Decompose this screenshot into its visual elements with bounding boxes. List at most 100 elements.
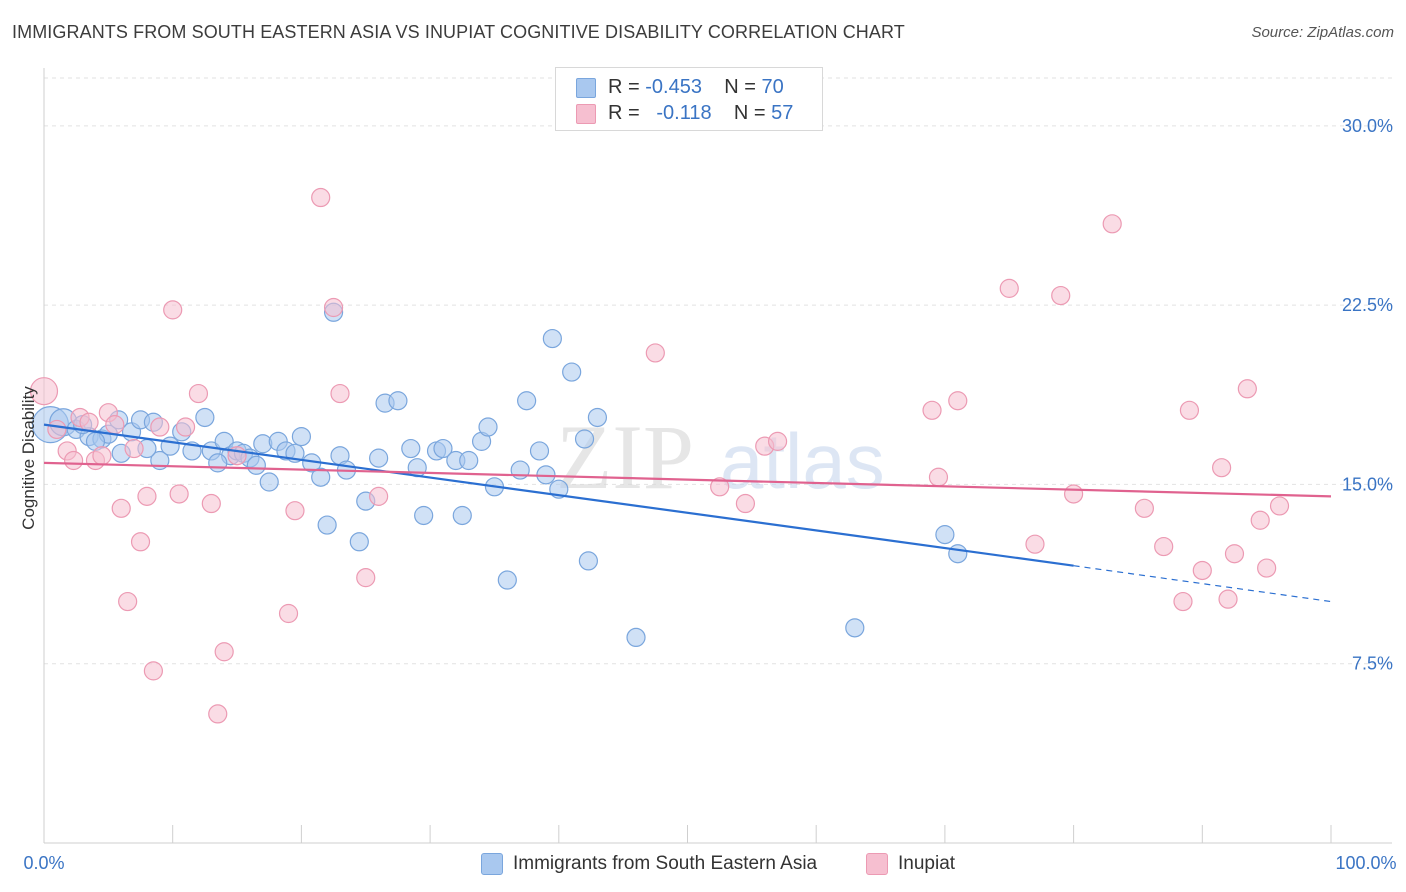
source-label: Source: ZipAtlas.com (1251, 24, 1394, 41)
immigrants-point (574, 429, 595, 449)
inupiat-point (735, 493, 756, 514)
inupiat-trend-line (43, 461, 1332, 498)
immigrants-point (497, 570, 517, 590)
inupiat-point (47, 419, 67, 440)
inupiat-point (124, 438, 144, 459)
immigrants-point (626, 627, 646, 648)
n-value: 70 (761, 76, 784, 98)
inupiat-point (278, 603, 299, 624)
inupiat-point (767, 431, 788, 451)
inupiat-point (1218, 589, 1238, 609)
pink-swatch (576, 104, 596, 124)
points-layer (29, 187, 1290, 724)
immigrants-point (948, 544, 968, 564)
r-label: R = (608, 102, 646, 124)
inupiat-point (1224, 544, 1245, 564)
immigrants-point (935, 525, 955, 545)
inupiat-point (118, 591, 138, 612)
immigrants-swatch (481, 853, 503, 875)
blue-swatch (576, 78, 596, 98)
immigrants-point (246, 455, 266, 475)
inupiat-point (1179, 400, 1200, 420)
r-value: -0.118 (656, 102, 712, 124)
inupiat-point (1212, 458, 1232, 478)
inupiat-point (323, 297, 344, 318)
r-value: -0.453 (645, 76, 702, 98)
inupiat-point (1257, 558, 1277, 578)
immigrants-point (369, 448, 389, 468)
axis-layer (43, 68, 1392, 844)
x-tick-label-max: 100.0% (1335, 853, 1396, 873)
immigrants-point (845, 618, 865, 638)
inupiat-point (1102, 214, 1122, 234)
inupiat-point (1173, 591, 1193, 612)
inupiat-point (1154, 536, 1174, 557)
immigrants-point (452, 505, 472, 526)
y-tick-label: 22.5% (1342, 295, 1393, 315)
inupiat-point (369, 486, 389, 506)
immigrants-point (401, 438, 421, 459)
immigrants-point (259, 472, 279, 492)
immigrants-point (478, 417, 498, 437)
inupiat-point (356, 568, 376, 588)
immigrants-point (459, 450, 479, 471)
inupiat-point (111, 498, 131, 518)
immigrants-point (317, 515, 337, 535)
inupiat-point (150, 417, 170, 437)
immigrants-point (414, 505, 434, 526)
series-legend: Immigrants from South Eastern Asia Inupi… (0, 850, 1406, 880)
x-tick-label-min: 0.0% (23, 853, 64, 873)
immigrants-point (517, 391, 537, 411)
inupiat-point (1237, 379, 1257, 399)
y-tick-label: 15.0% (1342, 474, 1393, 494)
inupiat-point (1051, 285, 1071, 306)
r-label: R = (608, 76, 646, 98)
inupiat-point (1025, 534, 1045, 554)
trend-layer (43, 423, 1332, 603)
immigrants-trend-line (43, 423, 1074, 567)
immigrants-point (562, 362, 582, 382)
immigrants-point (578, 551, 599, 571)
inupiat-swatch (866, 853, 888, 875)
y-axis-label: Cognitive Disability (19, 386, 38, 530)
immigrants-point (291, 426, 311, 447)
inupiat-point (130, 532, 151, 552)
immigrants-point (160, 436, 180, 456)
watermark: ZIP atlas (556, 406, 885, 508)
watermark-zip: ZIP (556, 406, 694, 508)
inupiat-point (710, 477, 730, 497)
inupiat-point (163, 300, 183, 320)
correlation-legend: R = -0.453 N = 70 R = -0.118 N = 57 (555, 67, 823, 131)
immigrants-point (208, 453, 228, 473)
inupiat-point (645, 343, 665, 363)
inupiat-point (143, 661, 163, 681)
chart-title: IMMIGRANTS FROM SOUTH EASTERN ASIA VS IN… (12, 22, 905, 42)
inupiat-point (1250, 510, 1270, 530)
watermark-atlas: atlas (720, 417, 885, 505)
inupiat-point (208, 704, 228, 724)
inupiat-point (948, 391, 968, 411)
immigrants-point (433, 438, 453, 459)
inupiat-point (29, 377, 59, 406)
inupiat-point (92, 446, 112, 466)
inupiat-point (175, 417, 196, 437)
n-label: N = (733, 102, 772, 124)
inupiat-point (1134, 498, 1154, 518)
inupiat-point (201, 493, 221, 514)
n-label: N = (724, 76, 762, 98)
immigrants-point (311, 467, 331, 487)
inupiat-point (188, 383, 209, 404)
immigrants-point (587, 407, 608, 428)
immigrants-point (529, 441, 550, 461)
inupiat-point (79, 412, 99, 432)
legend-label-inupiat: Inupiat (898, 853, 956, 874)
inupiat-point (1192, 560, 1212, 581)
inupiat-point (1063, 484, 1084, 504)
inupiat-point (214, 642, 234, 662)
inupiat-point (285, 501, 305, 521)
immigrants-point (195, 407, 215, 428)
legend-label-immigrants: Immigrants from South Eastern Asia (513, 853, 818, 874)
inupiat-point (137, 486, 157, 506)
grid-layer (44, 77, 1392, 665)
